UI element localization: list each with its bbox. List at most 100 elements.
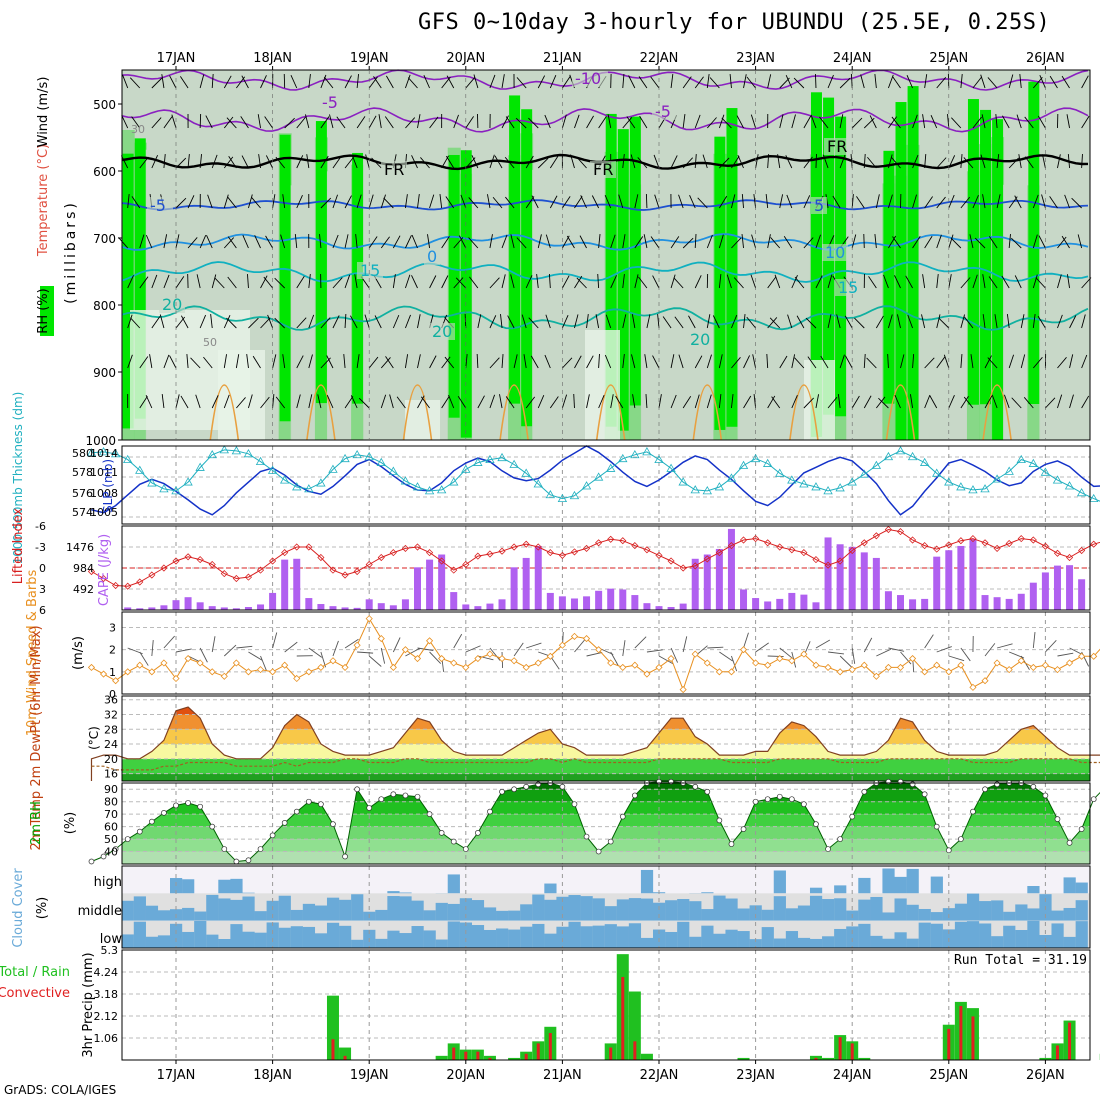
cloud-cell — [459, 922, 472, 948]
cloud-cell — [677, 921, 690, 948]
wind-barb — [785, 75, 793, 89]
wind-barb — [670, 394, 677, 409]
cloud-cell — [592, 925, 605, 948]
cloud-cell — [544, 899, 557, 921]
wind-ylabel: 10m Wind Speed & Barbs — [25, 570, 40, 737]
wind-barb — [206, 235, 213, 249]
rh-point — [945, 847, 952, 854]
wind-barb — [223, 354, 227, 369]
wind-speed-point — [1041, 661, 1049, 669]
rh-point — [692, 783, 699, 790]
wind-barb — [694, 154, 697, 169]
wind-barb — [308, 354, 313, 369]
cloud-cell — [797, 937, 811, 948]
thickness-point — [521, 468, 531, 477]
wind-barb — [894, 394, 901, 409]
rh-point — [136, 828, 143, 835]
wind-barb — [984, 355, 992, 369]
wind-barb — [127, 194, 130, 209]
thickness-point — [726, 473, 737, 482]
wind-barb — [175, 394, 180, 409]
wind-barb — [272, 194, 276, 209]
cloud-cell — [979, 901, 992, 921]
wind-barb — [574, 114, 580, 129]
wind-speed-point — [329, 657, 337, 665]
precip-ylabel: 3hr Precip (mm) — [81, 952, 96, 1057]
wind-barb — [306, 154, 310, 169]
wind-barb — [247, 274, 249, 289]
cape-bar — [619, 589, 627, 610]
rh-core — [629, 116, 641, 406]
rh-tick: 90 — [104, 783, 118, 796]
cloud-cell — [918, 922, 931, 948]
wind-barb — [731, 357, 741, 369]
precip-run-total: Run Total = 31.19 — [954, 953, 1087, 968]
wind-barb — [607, 114, 612, 129]
rh-band — [532, 169, 546, 440]
wind-barb — [605, 314, 612, 329]
lifted-point — [558, 551, 566, 559]
wind-barb — [272, 354, 277, 369]
wind-barb-10m — [743, 632, 749, 649]
thickness-point — [654, 454, 664, 464]
cloud-cell — [170, 923, 183, 948]
temp-tick: 32 — [104, 708, 118, 721]
lifted-point — [534, 543, 542, 551]
cloud-ylabel: Cloud Cover — [11, 868, 26, 948]
wind-barb — [718, 354, 723, 369]
cloud-cell — [133, 896, 146, 921]
wind-barb — [706, 117, 717, 129]
wind-barb — [929, 395, 938, 409]
thickness-point — [581, 481, 592, 490]
wind-barb — [646, 314, 651, 329]
wind-speed-point — [244, 668, 253, 676]
wind-barb — [622, 354, 625, 369]
wind-barb — [284, 117, 295, 129]
wind-barb — [1057, 394, 1063, 409]
cloud-cell — [930, 923, 943, 948]
wind-barb — [678, 354, 684, 369]
lifted-point — [99, 574, 108, 583]
wind-barb — [561, 114, 567, 129]
lifted-point — [426, 549, 434, 557]
wind-barb — [199, 314, 207, 329]
wind-barb — [1020, 314, 1025, 329]
lifted-point — [365, 560, 373, 569]
wind-barb — [513, 354, 518, 369]
cloud-cell — [278, 895, 291, 921]
thickness-ylabel: 1000-500mb Thickness (dm) — [11, 392, 25, 565]
wind-barb — [631, 314, 636, 329]
rh-point — [764, 796, 771, 803]
rh-point — [1030, 783, 1037, 790]
wind-barb — [718, 274, 722, 289]
rh-core — [1028, 81, 1040, 404]
wind-barb — [743, 74, 747, 89]
wind-barb — [815, 275, 823, 289]
rh-point — [523, 783, 530, 790]
wind-barb — [984, 395, 993, 409]
wind-barb — [386, 75, 394, 89]
wind-barb — [196, 274, 201, 289]
wind-barb — [507, 315, 515, 329]
lifted-point — [269, 557, 277, 565]
wind-barb — [489, 315, 497, 329]
contour-label-bg — [147, 197, 173, 214]
temp-contour — [121, 305, 1089, 331]
cloud-cell — [399, 933, 412, 948]
cloud-cell — [785, 931, 799, 948]
lifted-point — [413, 543, 422, 551]
lifted-point — [293, 543, 301, 551]
wind-barb — [516, 237, 527, 249]
thickness-point — [207, 449, 217, 459]
cape-bar — [909, 599, 917, 610]
wind-barb — [936, 356, 946, 369]
wind-barb-10m — [755, 642, 769, 653]
wind-barb — [924, 74, 928, 89]
thickness-point — [702, 486, 712, 495]
upper-tick-label: 600 — [93, 165, 116, 179]
wind-barb — [771, 396, 781, 409]
cloud-cell — [1063, 907, 1076, 921]
lifted-point — [872, 532, 880, 540]
wind-barb — [525, 155, 534, 169]
wind-speed-point — [764, 661, 772, 669]
